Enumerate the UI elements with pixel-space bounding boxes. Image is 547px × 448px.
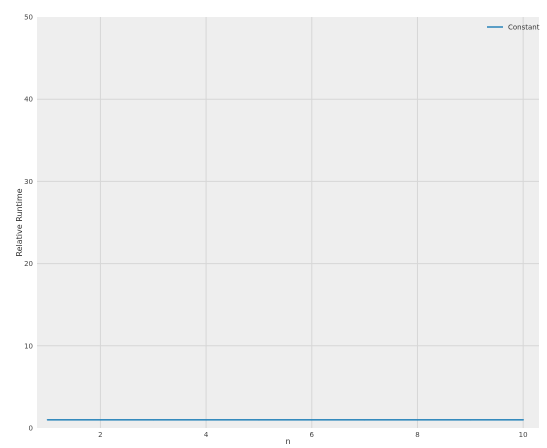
y-tick-label: 20 (24, 260, 33, 268)
x-tick-label: 8 (415, 431, 419, 439)
data-point (363, 418, 366, 421)
y-tick-label: 10 (24, 342, 33, 350)
x-tick-label: 4 (204, 431, 209, 439)
data-point (416, 418, 419, 421)
series-layer (46, 418, 524, 421)
x-tick-label: 2 (98, 431, 102, 439)
data-point (469, 418, 472, 421)
y-tick-label: 50 (24, 14, 33, 22)
data-point (46, 418, 49, 421)
data-point (205, 418, 207, 421)
x-axis-label: n (285, 437, 290, 446)
y-tick-label: 0 (29, 425, 33, 433)
legend-label-constant: Constant (508, 24, 540, 32)
y-axis-label: Relative Runtime (15, 188, 24, 256)
data-point (99, 418, 102, 421)
x-tick-label: 6 (310, 431, 315, 439)
data-point (152, 418, 155, 421)
grid-lines (37, 17, 539, 428)
plot-area (37, 17, 539, 428)
data-point (258, 418, 260, 421)
x-tick-label: 10 (519, 431, 528, 439)
y-tick-label: 30 (24, 178, 33, 186)
tick-labels: 2 4 6 8 10 0 10 20 30 40 50 (24, 14, 528, 440)
y-tick-label: 40 (24, 96, 33, 104)
data-point (522, 418, 524, 421)
legend: Constant (487, 24, 540, 32)
data-point (310, 418, 313, 421)
